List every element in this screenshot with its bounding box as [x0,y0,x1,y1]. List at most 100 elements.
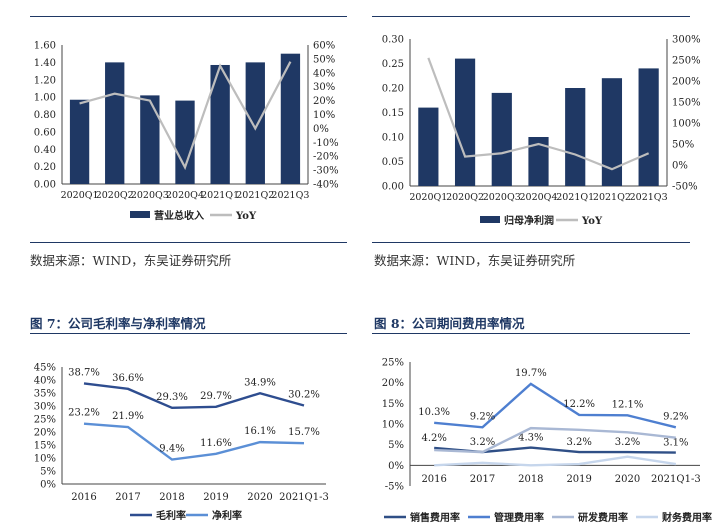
source-rule-right [372,242,690,243]
left-axis-tick: 0.40 [34,145,56,156]
x-tick: 2020Q1 [409,192,447,203]
data-label: 3.2% [615,437,640,448]
x-tick: 2016 [71,492,96,503]
figure-7-title: 图 7：公司毛利率与净利率情况 [30,316,206,331]
legend-label: 营业总收入 [154,209,204,222]
right-axis-tick: -20% [313,152,339,163]
series-line [434,382,677,429]
source-note-left: 数据来源：WIND，东吴证券研究所 [30,253,232,268]
bar [210,64,230,184]
right-axis-tick: 0% [313,124,329,135]
left-axis-tick: 0.00 [34,180,56,191]
legend-swatch [130,211,150,218]
x-tick: 2020Q1 [61,190,99,201]
series-line [83,422,305,461]
data-label: 3.2% [566,437,591,448]
x-tick: 2021Q2 [593,192,631,203]
y-axis-tick: 5% [388,440,404,451]
left-axis-tick: 0.25 [382,59,404,70]
legend-label: 销售费用率 [410,511,460,524]
data-label: 23.2% [68,408,100,419]
legend-label: YoY [581,216,603,227]
data-label: 36.6% [112,373,144,384]
x-tick: 2021Q1 [556,192,594,203]
right-axis-tick: 50% [313,54,335,65]
data-label: 4.2% [421,433,446,444]
left-axis-tick: 1.60 [34,41,56,52]
yoy-line [79,61,292,171]
right-axis-tick: 30% [313,82,335,93]
y-axis-tick: 25% [382,358,404,369]
top-rule-left [30,16,347,17]
left-axis-tick: 0.60 [34,127,56,138]
x-tick: 2020 [615,474,640,485]
data-label: 9.4% [159,444,184,455]
left-axis-tick: 1.40 [34,58,56,69]
data-label: 9.2% [470,411,495,422]
bar [454,58,476,186]
right-axis-tick: 150% [672,98,701,109]
bar [280,53,301,184]
data-label: 4.3% [518,433,543,444]
series-line [83,382,305,410]
x-tick: 2018 [159,492,184,503]
x-tick: 2020Q2 [446,192,484,203]
right-axis-tick: -50% [672,182,698,193]
right-axis-tick: -30% [313,166,339,177]
bar [140,95,160,184]
data-label: 9.2% [663,411,688,422]
x-tick: 2021Q3 [630,192,668,203]
x-tick: 2019 [566,474,591,485]
y-axis-tick: 15% [382,399,404,410]
source-rule-left [30,242,347,243]
x-tick: 2020Q3 [131,190,169,201]
x-tick: 2021Q1 [201,190,239,201]
x-tick: 2019 [203,492,228,503]
data-label: 30.2% [288,389,320,400]
left-axis-tick: 0.05 [382,157,404,168]
y-axis-tick: 40% [34,376,56,387]
right-axis-tick: -40% [313,180,339,191]
source-note-right: 数据来源：WIND，东吴证券研究所 [374,253,576,268]
legend-label: 管理费用率 [494,511,544,524]
bar [418,107,439,186]
data-label: 10.3% [418,407,450,418]
legend-label: 净利率 [212,509,242,522]
legend-label: YoY [235,211,257,222]
y-axis-tick: -5% [385,482,404,493]
y-axis-tick: 45% [34,363,56,374]
y-axis-tick: 25% [34,415,56,426]
x-tick: 2020Q4 [166,190,204,201]
left-axis-tick: 0.00 [382,182,404,193]
data-label: 21.9% [112,411,144,422]
legend-label: 财务费用率 [661,511,712,524]
left-axis-tick: 0.20 [382,84,404,95]
bar [491,92,512,186]
series-line [434,455,677,467]
left-axis-tick: 1.20 [34,75,56,86]
x-tick: 2017 [470,474,495,485]
left-axis-tick: 0.80 [34,110,56,121]
data-label: 34.9% [244,377,276,388]
top-rule-right [372,16,690,17]
y-axis-tick: 35% [34,389,56,400]
x-tick: 2020 [247,492,272,503]
bar [69,99,90,184]
x-tick: 2016 [421,474,446,485]
x-tick: 2020Q2 [96,190,134,201]
data-label: 29.7% [200,391,232,402]
y-axis-tick: 10% [382,420,404,431]
y-axis-tick: 5% [40,467,56,478]
right-axis-tick: 20% [313,96,335,107]
data-label: 3.2% [470,437,495,448]
legend-label: 归母净利润 [504,214,554,227]
fig7-title-rule [30,333,347,334]
x-tick: 2021Q1-3 [279,492,329,503]
data-label: 3.1% [663,438,688,449]
bar [601,78,623,186]
data-label: 19.7% [515,368,547,379]
right-axis-tick: 300% [672,35,701,46]
left-axis-tick: 0.15 [382,108,404,119]
right-axis-tick: 60% [313,41,335,52]
y-axis-tick: 20% [382,378,404,389]
